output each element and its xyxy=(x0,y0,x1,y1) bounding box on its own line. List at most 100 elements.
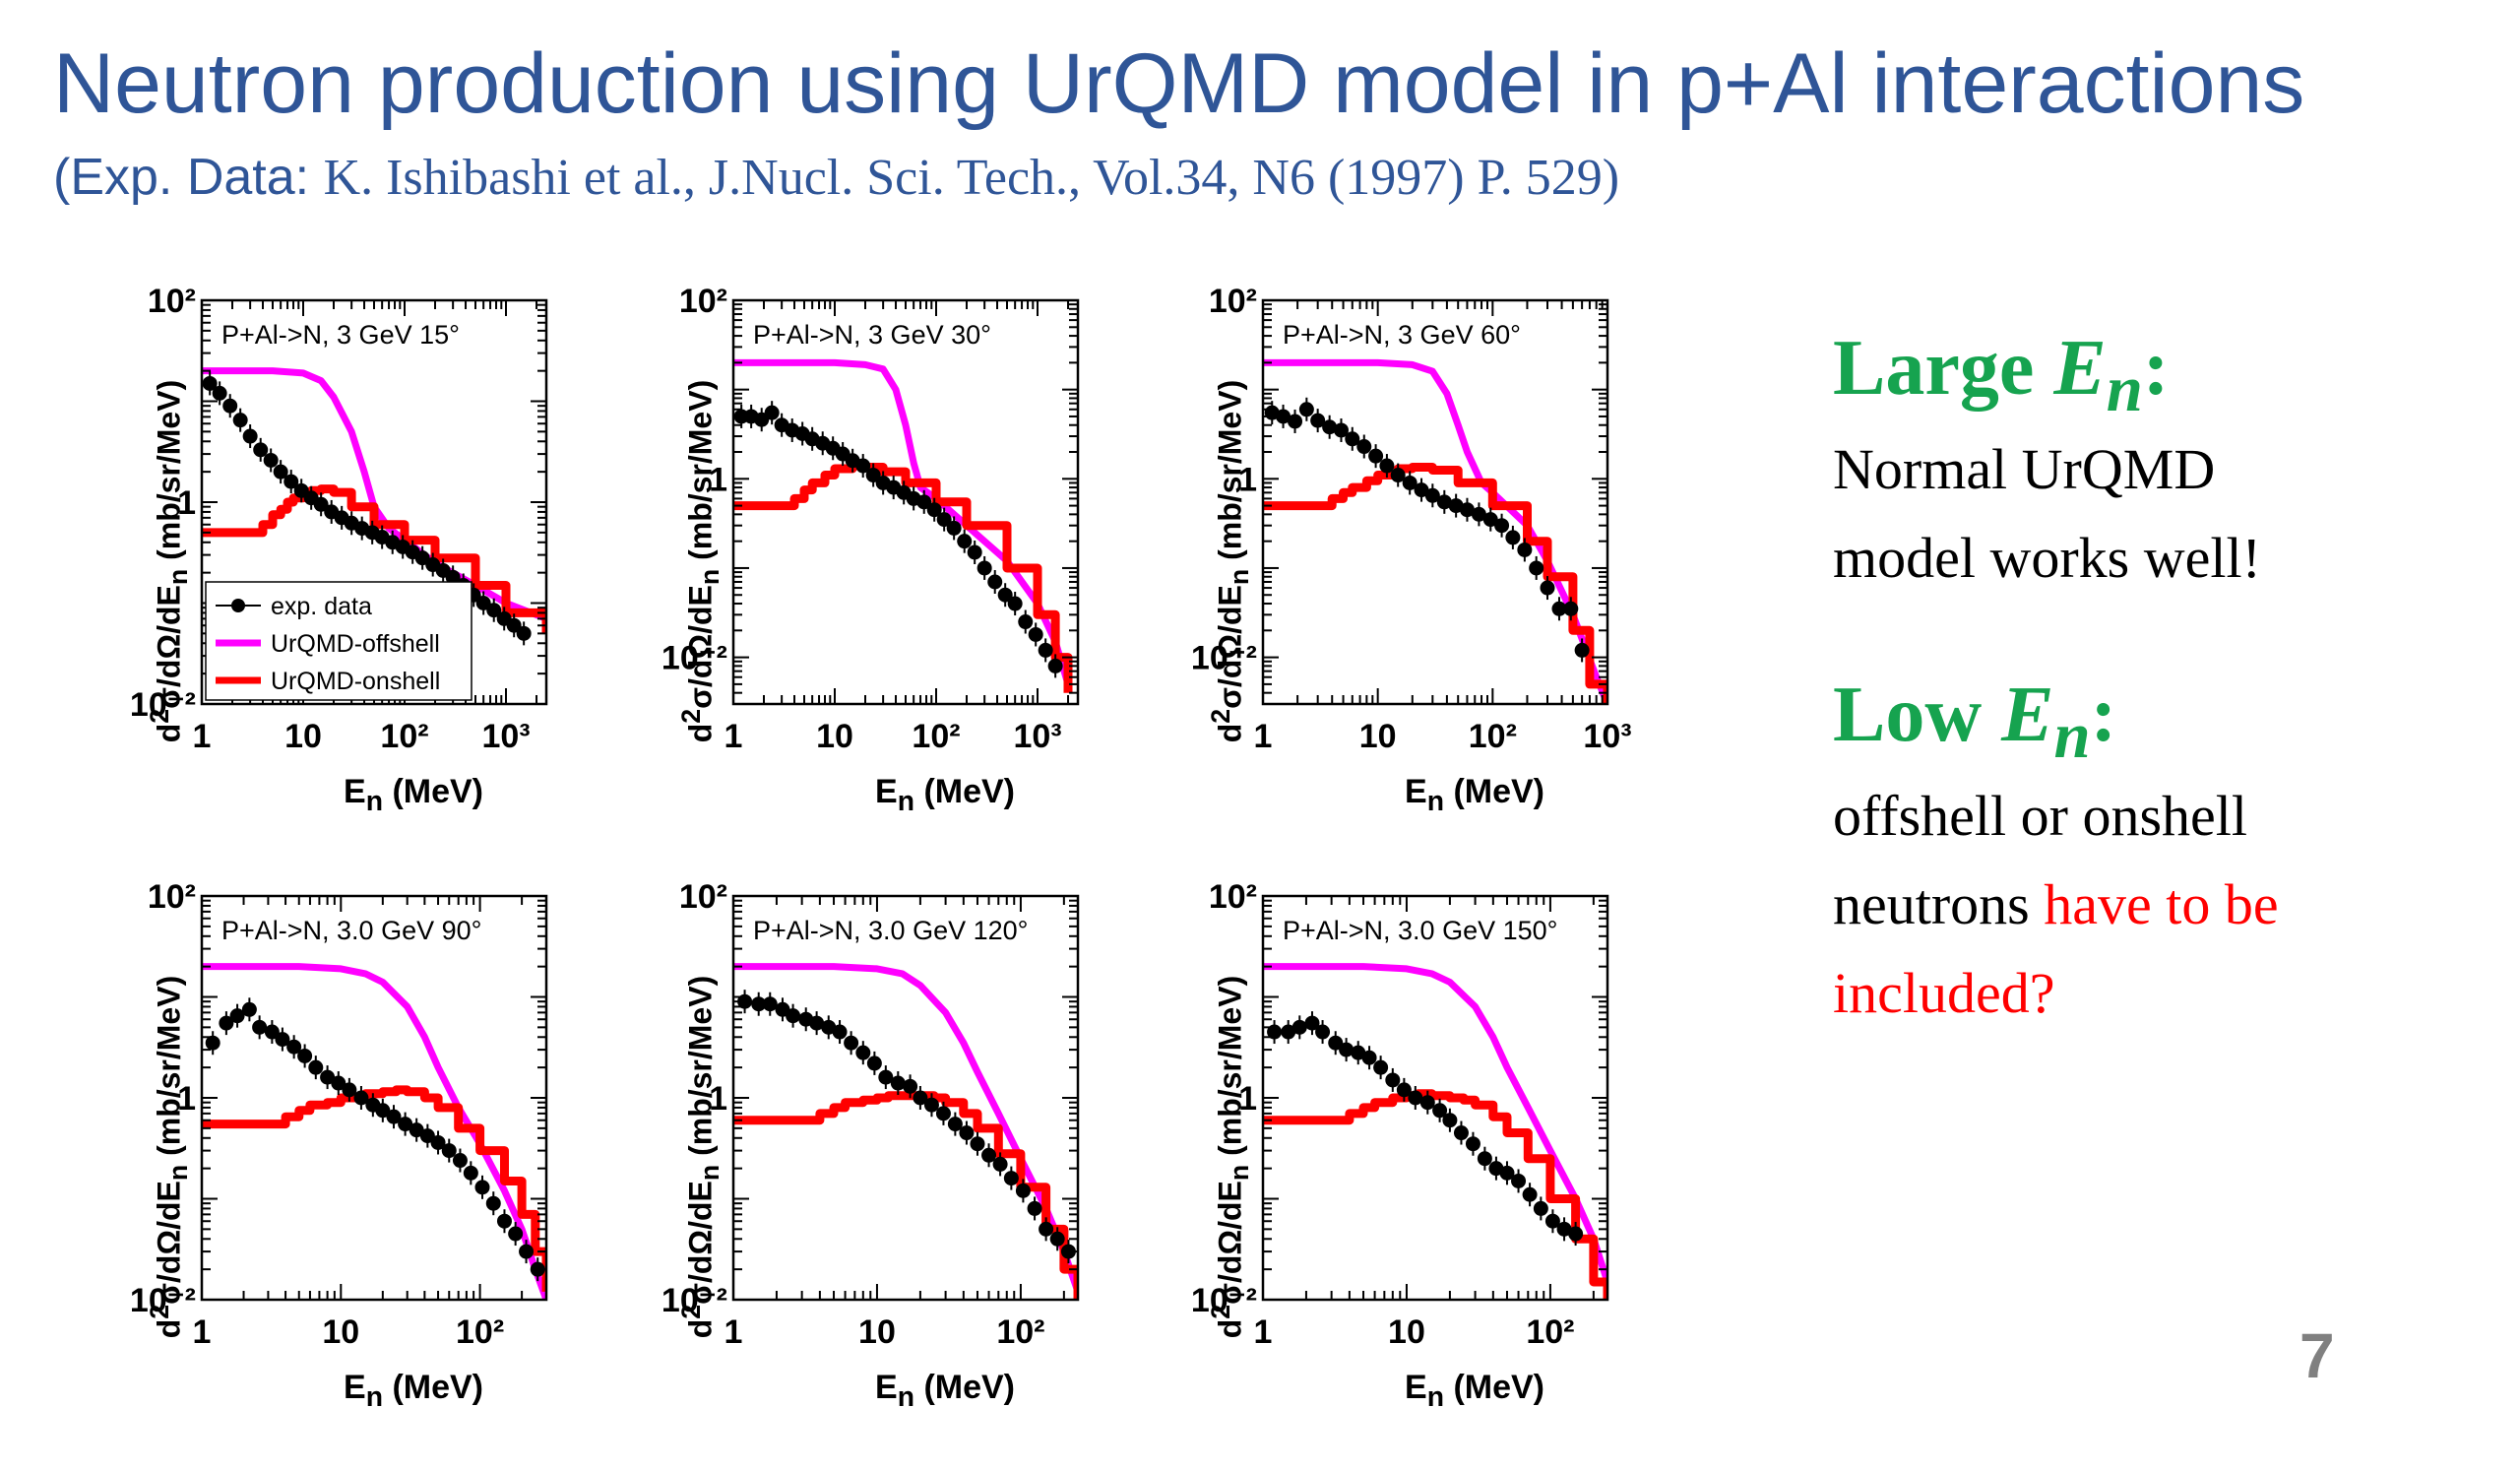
data-point xyxy=(1402,475,1418,490)
x-tick-label: 10² xyxy=(456,1313,504,1351)
data-point xyxy=(508,1226,524,1242)
data-point xyxy=(475,596,491,610)
conclusions-text: Large En: Normal UrQMD model works well!… xyxy=(1833,325,2502,1038)
data-point xyxy=(913,1090,928,1106)
spectrum-panel-2: 1 10 10² 10³ 10⁻² 1 10² P+Al->N, 3 GeV 30° d2σ/d… xyxy=(620,283,1152,876)
data-point xyxy=(1511,1173,1527,1188)
low-en-red-text: have to be xyxy=(2044,872,2279,937)
data-point xyxy=(1361,1050,1377,1065)
x-tick-label: 10² xyxy=(1526,1313,1574,1351)
x-axis-label: En (MeV) xyxy=(1405,1369,1544,1413)
large-en-line-1: Normal UrQMD xyxy=(1833,437,2216,502)
data-point xyxy=(222,398,238,414)
y-axis-label: d2σ/dΩ/dEn (mb/sr/MeV) xyxy=(1206,975,1255,1339)
data-point xyxy=(519,1244,535,1259)
y-tick-label: 10² xyxy=(148,878,196,916)
data-point xyxy=(1373,1059,1389,1075)
data-point xyxy=(1477,1151,1492,1167)
legend-entry: UrQMD-onshell xyxy=(271,668,440,695)
data-point xyxy=(506,617,522,633)
y-axis-label: d2σ/dΩ/dEn (mb/sr/MeV) xyxy=(676,379,725,743)
spectrum-plot-2: 1 10 10² 10³ 10⁻² 1 10² P+Al->N, 3 GeV 30° xyxy=(662,283,1080,755)
data-point xyxy=(1574,642,1590,658)
data-point xyxy=(232,413,248,428)
plot-frame xyxy=(1261,298,1609,706)
plot-legend: exp. data UrQMD-offshell UrQMD-onshell xyxy=(205,581,472,701)
data-point xyxy=(878,1069,894,1085)
x-tick-label: 1 xyxy=(193,1313,212,1351)
data-point xyxy=(1494,518,1510,534)
data-point xyxy=(474,1180,490,1195)
data-point xyxy=(486,603,502,618)
data-point xyxy=(1322,419,1338,435)
data-point xyxy=(1533,1200,1548,1216)
data-point xyxy=(1385,1072,1401,1088)
plots-grid: 1 10 10² 10³ 10⁻² 1 10² P+Al->N, 3 GeV 15° exp. … xyxy=(130,283,1632,1413)
data-point xyxy=(1448,498,1464,514)
large-en-heading: Large En: xyxy=(1833,325,2170,425)
data-point xyxy=(320,1069,336,1085)
plot-title: P+Al->N, 3 GeV 30° xyxy=(753,320,991,350)
onshell-curve xyxy=(1263,1089,1607,1300)
y-tick-label: 10⁻² xyxy=(1191,640,1257,677)
onshell-curve xyxy=(202,1085,546,1292)
onshell-curve xyxy=(733,1091,1078,1300)
data-point xyxy=(1315,1024,1331,1040)
y-tick-label: 1 xyxy=(1238,461,1257,498)
data-point xyxy=(1424,487,1440,503)
offshell-curve xyxy=(202,963,546,1300)
data-point xyxy=(1529,560,1544,576)
data-point xyxy=(1471,506,1486,522)
y-tick-label: 10² xyxy=(679,283,727,320)
data-point xyxy=(353,1090,369,1106)
plot-title: P+Al->N, 3.0 GeV 90° xyxy=(221,916,481,945)
data-point xyxy=(219,1015,234,1031)
data-point xyxy=(1288,414,1303,429)
plot-title: P+Al->N, 3 GeV 60° xyxy=(1283,320,1521,350)
data-point xyxy=(419,1128,435,1144)
data-point xyxy=(1368,448,1384,464)
data-point xyxy=(1298,402,1314,417)
data-point xyxy=(398,1117,413,1132)
legend-entry: exp. data xyxy=(271,593,372,620)
data-point xyxy=(1453,1125,1469,1141)
x-axis-label: En (MeV) xyxy=(875,1369,1015,1413)
y-tick-label: 10² xyxy=(679,878,727,916)
data-point xyxy=(1568,1226,1584,1242)
data-point xyxy=(1018,614,1034,630)
data-point xyxy=(496,1213,512,1229)
data-point xyxy=(273,464,288,480)
x-tick-label: 1 xyxy=(724,1313,743,1351)
data-point xyxy=(890,1075,906,1091)
data-point xyxy=(253,442,269,458)
x-tick-label: 10 xyxy=(284,718,322,755)
data-point xyxy=(1414,482,1429,498)
data-point xyxy=(297,1048,313,1063)
data-point xyxy=(926,502,942,518)
data-point xyxy=(832,1024,848,1040)
data-point xyxy=(946,520,962,536)
y-axis-label: d2σ/dΩ/dEn (mb/sr/MeV) xyxy=(145,379,194,743)
spectrum-panel-6: 1 10 10² 10⁻² 1 10² P+Al->N, 3.0 GeV 150° d2σ/d… xyxy=(1150,878,1681,1472)
data-point xyxy=(284,474,299,489)
y-tick-label: 10⁻² xyxy=(1191,1282,1257,1319)
y-tick-label: 10⁻² xyxy=(130,686,196,724)
y-axis-label: d2σ/dΩ/dEn (mb/sr/MeV) xyxy=(145,975,194,1339)
y-tick-label: 10² xyxy=(1209,283,1257,320)
large-en-sub: n xyxy=(2106,353,2143,425)
x-axis-label: En (MeV) xyxy=(875,773,1015,817)
page-number: 7 xyxy=(2300,1320,2335,1391)
data-point xyxy=(308,1059,324,1075)
plot-title: P+Al->N, 3 GeV 15° xyxy=(221,320,460,350)
data-point xyxy=(935,1106,951,1121)
data-point xyxy=(1540,580,1555,596)
x-tick-label: 10² xyxy=(912,718,960,755)
data-point xyxy=(1310,413,1326,428)
data-point xyxy=(903,1078,918,1094)
low-en-line-3: included? xyxy=(1833,961,2055,1026)
data-point xyxy=(1556,1221,1572,1237)
onshell-curve xyxy=(1263,463,1607,704)
x-axis-label: En (MeV) xyxy=(344,773,483,817)
x-tick-label: 1 xyxy=(724,718,743,755)
y-tick-label: 10⁻² xyxy=(130,1282,196,1319)
